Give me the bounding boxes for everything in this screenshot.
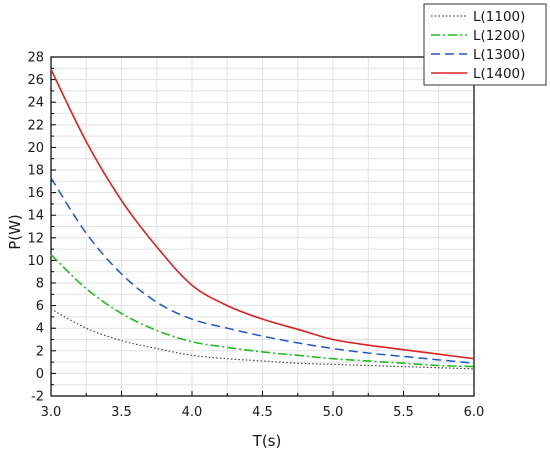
y-tick-label: 2 [36, 344, 44, 359]
plot-frame [50, 56, 475, 397]
grid [50, 56, 475, 397]
x-tick-label: 3.0 [41, 405, 62, 420]
series-line-3 [50, 177, 475, 364]
x-tick-labels: 3.0 3.5 4.0 4.5 5.0 5.5 6.0 [41, 405, 485, 420]
y-tick-label: 22 [27, 118, 44, 133]
x-tick-label: 4.0 [182, 405, 203, 420]
x-tick-label: 4.5 [252, 405, 273, 420]
series-line-4 [50, 69, 475, 360]
x-tick-label: 5.5 [393, 405, 414, 420]
y-tick-label: 18 [27, 164, 44, 179]
axes [50, 56, 475, 397]
x-tick-label: 3.5 [111, 405, 132, 420]
y-tick-label: 6 [36, 299, 44, 314]
legend: L(1100) L(1200) L(1300) L(1400) [423, 3, 547, 86]
y-axis-title: P(W) [6, 214, 24, 250]
legend-box [423, 3, 547, 86]
legend-label: L(1300) [473, 47, 525, 63]
legend-items: L(1100) L(1200) L(1300) L(1400) [431, 9, 525, 82]
y-tick-label: 12 [27, 231, 44, 246]
y-tick-label: 8 [36, 277, 44, 292]
y-tick-label: 4 [36, 322, 44, 337]
series-lines [50, 69, 475, 370]
y-tick-label: 28 [27, 51, 44, 66]
y-tick-label: 0 [36, 367, 44, 382]
y-tick-label: 24 [27, 96, 44, 111]
y-tick-label: 10 [27, 254, 44, 269]
legend-label: L(1100) [473, 9, 525, 25]
legend-label: L(1200) [473, 28, 525, 44]
series-line-2 [50, 254, 475, 368]
y-tick-label: 16 [27, 186, 44, 201]
x-axis-title: T(s) [252, 432, 282, 450]
legend-label: L(1400) [473, 66, 525, 82]
y-tick-label: 14 [27, 209, 44, 224]
y-tick-label: -2 [31, 390, 44, 405]
y-tick-label: 20 [27, 141, 44, 156]
x-tick-label: 5.0 [323, 405, 344, 420]
y-tick-label: 26 [27, 73, 44, 88]
x-tick-label: 6.0 [464, 405, 485, 420]
